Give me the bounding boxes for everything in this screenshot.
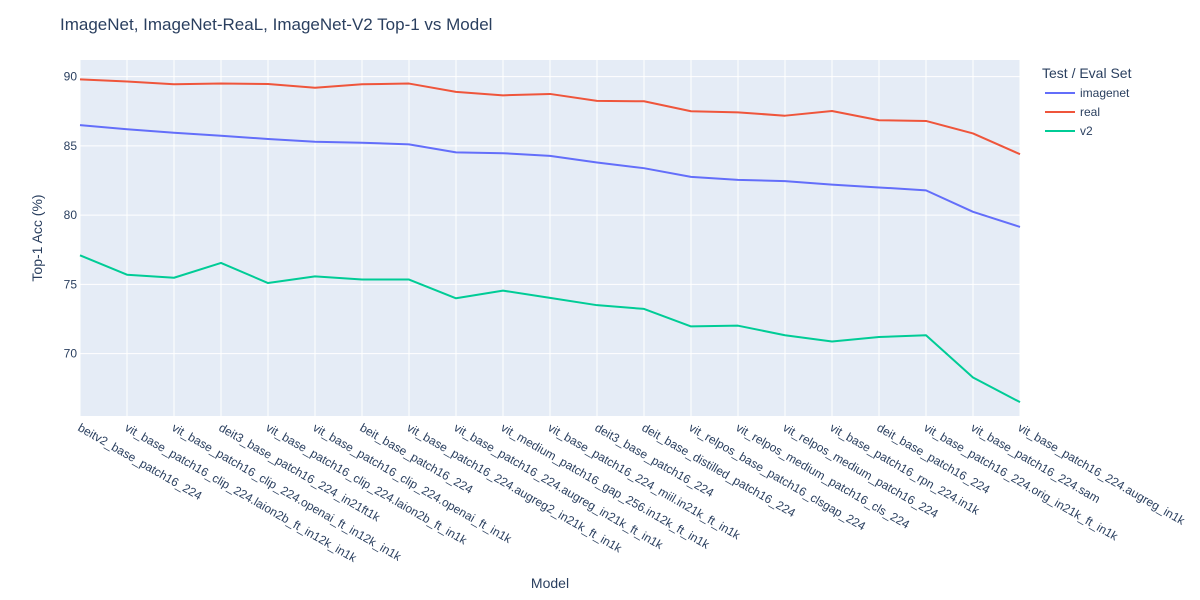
legend-label-imagenet: imagenet bbox=[1080, 86, 1130, 100]
legend-title: Test / Eval Set bbox=[1042, 65, 1132, 81]
y-tick-label: 90 bbox=[64, 70, 78, 84]
y-axis-title: Top-1 Acc (%) bbox=[29, 194, 45, 281]
y-axis-ticks: 70 75 80 85 90 bbox=[64, 70, 78, 361]
series-lines bbox=[79, 78, 1021, 404]
y-tick-label: 85 bbox=[64, 139, 78, 153]
grid-lines bbox=[79, 60, 1021, 416]
series-line-imagenet bbox=[79, 124, 1021, 228]
legend-items: imagenet real v2 bbox=[1045, 86, 1130, 138]
series-line-v2 bbox=[79, 254, 1021, 404]
x-axis-ticks: beitv2_base_patch16_224vit_base_patch16_… bbox=[76, 420, 1189, 565]
legend-label-real: real bbox=[1080, 105, 1100, 119]
series-line-real bbox=[79, 78, 1021, 156]
y-tick-label: 80 bbox=[64, 208, 78, 222]
y-tick-label: 70 bbox=[64, 347, 78, 361]
x-axis-title: Model bbox=[531, 575, 569, 591]
legend-label-v2: v2 bbox=[1080, 124, 1093, 138]
x-tick-label: vit_base_patch16_224.orig_in21k_ft_in1k bbox=[922, 420, 1122, 543]
legend: Test / Eval Set imagenet real v2 bbox=[1042, 65, 1132, 138]
chart-title: ImageNet, ImageNet-ReaL, ImageNet-V2 Top… bbox=[60, 15, 492, 34]
y-tick-label: 75 bbox=[64, 277, 78, 291]
